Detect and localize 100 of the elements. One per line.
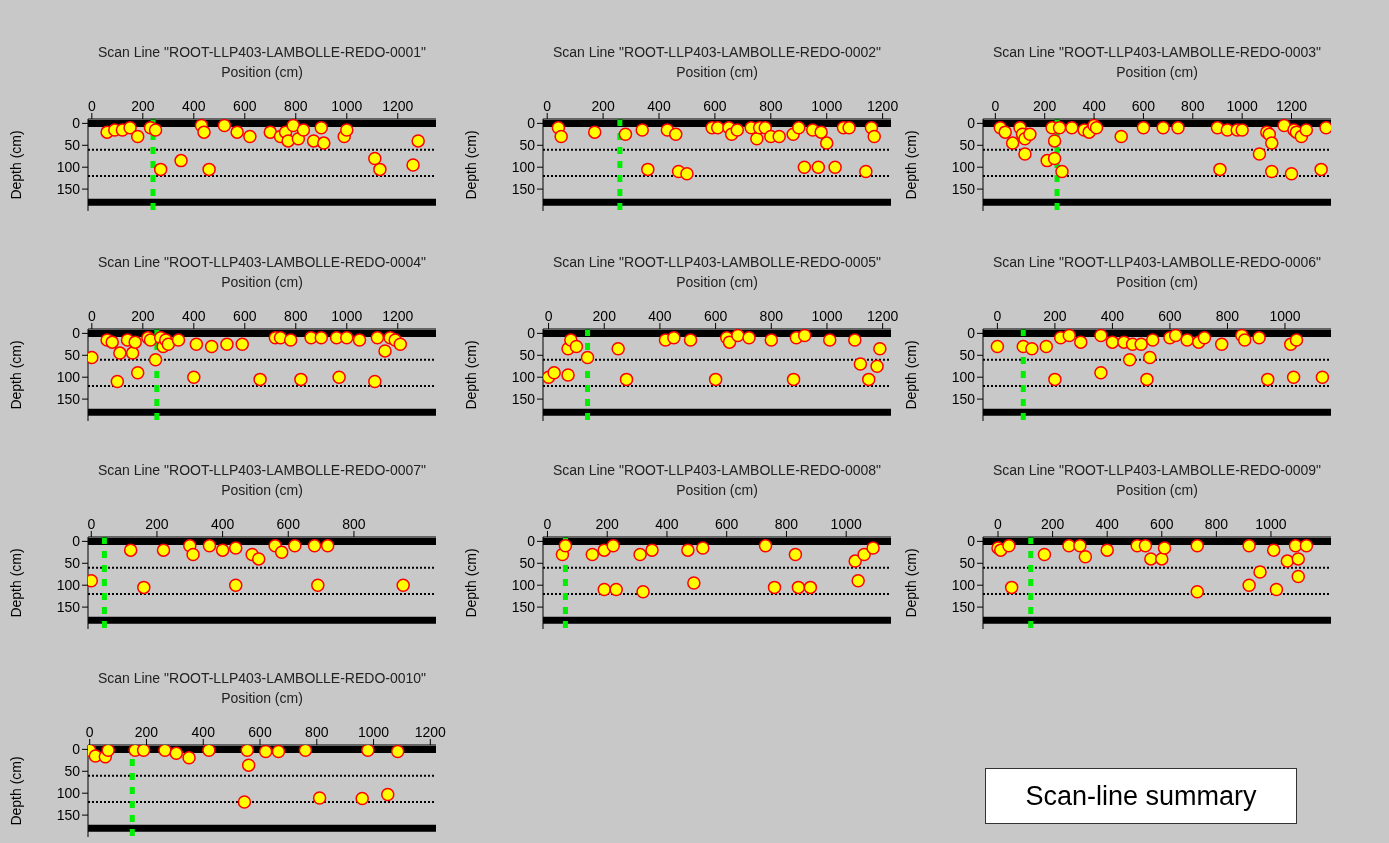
x-tick-label: 800: [759, 98, 783, 114]
x-tick-label: 800: [1181, 98, 1205, 114]
x-axis-title: Position (cm): [675, 273, 759, 292]
x-axis-title: Position (cm): [1115, 273, 1199, 292]
y-tick-label: 50: [64, 763, 81, 780]
x-tick-label: 1200: [382, 98, 414, 114]
y-axis-title: Depth (cm): [462, 130, 479, 200]
y-axis-title: Depth (cm): [902, 548, 919, 618]
y-tick-label: 0: [72, 741, 81, 758]
x-tick-label: 600: [233, 308, 257, 324]
chart-title: Scan Line "ROOT-LLP403-LAMBOLLE-REDO-0006": [991, 253, 1323, 272]
y-tick-label: 100: [511, 369, 536, 386]
y-tick-label: 0: [967, 325, 976, 342]
y-tick-label: 150: [56, 599, 81, 616]
chart-title: Scan Line "ROOT-LLP403-LAMBOLLE-REDO-0005": [551, 253, 883, 272]
y-tick-label: 100: [951, 577, 976, 594]
y-tick-label: 150: [56, 391, 81, 408]
x-tick-label: 1200: [867, 308, 899, 324]
x-tick-label: 1000: [1226, 98, 1258, 114]
y-tick-label: 100: [56, 785, 81, 802]
x-tick-label: 800: [284, 98, 308, 114]
x-tick-label: 1000: [1269, 308, 1301, 324]
x-tick-label: 400: [182, 308, 206, 324]
x-tick-label: 200: [131, 308, 155, 324]
y-axis-title: Depth (cm): [462, 548, 479, 618]
x-tick-label: 400: [1082, 98, 1106, 114]
x-tick-label: 200: [145, 516, 169, 532]
x-axis-title: Position (cm): [220, 63, 304, 82]
x-tick-label: 800: [305, 724, 329, 740]
y-tick-label: 50: [64, 347, 81, 364]
y-tick-label: 0: [967, 533, 976, 550]
y-tick-label: 100: [511, 159, 536, 176]
x-tick-label: 0: [991, 98, 1000, 114]
x-tick-label: 0: [85, 724, 94, 740]
x-tick-label: 1200: [867, 98, 899, 114]
x-tick-label: 600: [248, 724, 272, 740]
y-tick-label: 150: [511, 599, 536, 616]
y-axis-title: Depth (cm): [7, 130, 24, 200]
y-axis-title: Depth (cm): [902, 340, 919, 410]
x-tick-label: 200: [1043, 308, 1067, 324]
x-tick-label: 600: [233, 98, 257, 114]
text: Scan-line summary: [985, 768, 1297, 824]
x-tick-label: 0: [87, 308, 96, 324]
x-tick-label: 0: [994, 516, 1003, 532]
x-tick-label: 200: [1033, 98, 1057, 114]
y-tick-label: 50: [64, 555, 81, 572]
y-tick-label: 50: [519, 347, 536, 364]
y-tick-label: 150: [56, 181, 81, 198]
x-tick-label: 800: [1215, 308, 1240, 324]
x-tick-label: 400: [647, 98, 671, 114]
x-axis-title: Position (cm): [675, 481, 759, 500]
chart-title: Scan Line "ROOT-LLP403-LAMBOLLE-REDO-0004": [96, 253, 428, 272]
x-tick-label: 400: [655, 516, 679, 532]
x-tick-label: 0: [543, 516, 552, 532]
y-tick-label: 0: [527, 115, 536, 132]
x-tick-label: 200: [131, 98, 155, 114]
x-tick-label: 1000: [357, 724, 390, 740]
y-tick-label: 100: [56, 577, 81, 594]
x-tick-label: 0: [993, 308, 1002, 324]
x-tick-label: 1200: [1275, 98, 1308, 114]
y-tick-label: 100: [56, 369, 81, 386]
x-axis-title: Position (cm): [220, 689, 304, 708]
y-tick-label: 150: [511, 391, 536, 408]
x-tick-label: 600: [1131, 98, 1156, 114]
y-tick-label: 0: [527, 533, 536, 550]
chart-title: Scan Line "ROOT-LLP403-LAMBOLLE-REDO-0007": [96, 461, 428, 480]
x-tick-label: 800: [1204, 516, 1229, 532]
x-tick-label: 200: [1040, 516, 1065, 532]
x-tick-label: 1200: [382, 308, 414, 324]
x-tick-label: 400: [191, 724, 216, 740]
x-tick-label: 600: [1158, 308, 1182, 324]
x-tick-label: 0: [544, 308, 553, 324]
chart-title: Scan Line "ROOT-LLP403-LAMBOLLE-REDO-0008": [551, 461, 883, 480]
y-tick-label: 150: [511, 181, 536, 198]
x-tick-label: 1200: [414, 724, 447, 740]
x-tick-label: 0: [87, 516, 96, 532]
x-tick-label: 1000: [331, 98, 363, 114]
y-tick-label: 0: [72, 325, 81, 342]
x-axis-title: Position (cm): [1115, 63, 1199, 82]
x-tick-label: 0: [543, 98, 552, 114]
x-axis-title: Position (cm): [220, 481, 304, 500]
x-tick-label: 200: [592, 308, 617, 324]
y-tick-label: 50: [64, 137, 81, 154]
y-tick-label: 50: [959, 555, 976, 572]
y-tick-label: 0: [967, 115, 976, 132]
chart-title: Scan Line "ROOT-LLP403-LAMBOLLE-REDO-0002": [551, 43, 883, 62]
x-tick-label: 1000: [1255, 516, 1287, 532]
x-tick-label: 1000: [811, 98, 843, 114]
y-axis-title: Depth (cm): [7, 548, 24, 618]
x-tick-label: 0: [87, 98, 96, 114]
y-tick-label: 100: [56, 159, 81, 176]
x-axis-title: Position (cm): [220, 273, 304, 292]
x-tick-label: 400: [1100, 308, 1125, 324]
x-tick-label: 400: [182, 98, 206, 114]
y-tick-label: 100: [511, 577, 536, 594]
x-tick-label: 1000: [331, 308, 363, 324]
y-tick-label: 50: [959, 347, 976, 364]
x-tick-label: 800: [759, 308, 784, 324]
chart-title: Scan Line "ROOT-LLP403-LAMBOLLE-REDO-0001": [96, 43, 428, 62]
y-axis-title: Depth (cm): [7, 340, 24, 410]
